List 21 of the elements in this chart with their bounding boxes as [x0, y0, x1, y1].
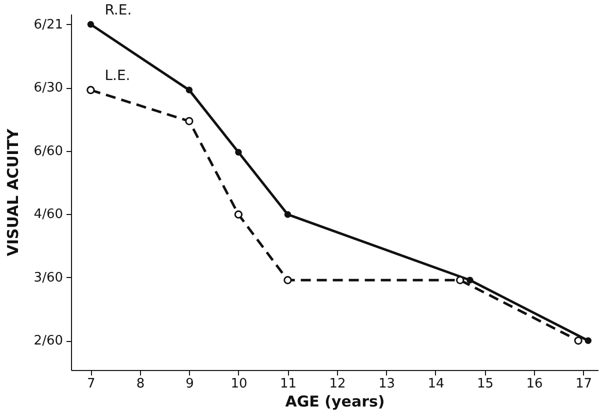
- text: 6/30: [34, 80, 63, 96]
- x-tick-label: 10: [230, 376, 248, 392]
- x-tick-label: 16: [526, 376, 543, 392]
- x-tick-label: 9: [186, 376, 194, 392]
- y-axis-title: VISUAL ACUITY: [4, 128, 22, 256]
- x-tick-label: 17: [575, 376, 592, 392]
- text: 4/60: [34, 207, 63, 222]
- x-axis-title: AGE (years): [285, 392, 385, 410]
- x-tick-label: 14: [428, 376, 444, 392]
- x-tick-label: 12: [329, 376, 346, 392]
- text: 2/60: [34, 334, 63, 349]
- series-label: R.E.: [104, 2, 132, 18]
- x-tick-label: 15: [476, 376, 494, 392]
- x-tick-label: 8: [136, 376, 145, 392]
- x-tick-label: 11: [280, 376, 296, 392]
- x-tick-label: 7: [87, 376, 96, 392]
- x-tick-label: 13: [378, 376, 395, 392]
- text: 6/60: [34, 144, 63, 159]
- text: 3/60: [34, 270, 63, 286]
- series-label: L.E.: [104, 68, 130, 84]
- text: 6/21: [34, 17, 63, 32]
